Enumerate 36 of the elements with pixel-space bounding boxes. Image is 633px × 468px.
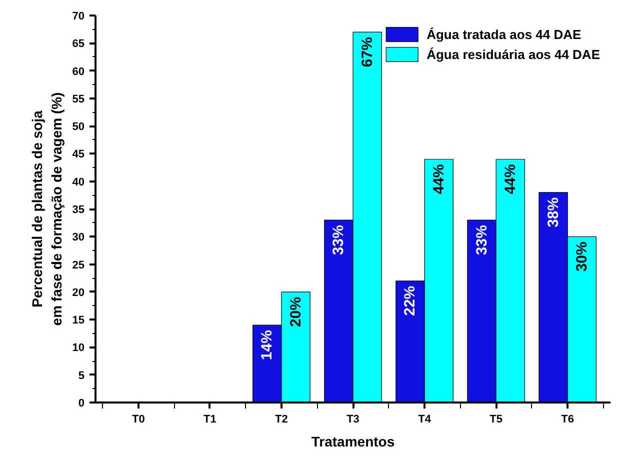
data-label: 33%	[473, 225, 490, 256]
data-label: 22%	[402, 286, 419, 316]
y-tick-label: 5	[78, 370, 85, 382]
data-label: 67%	[358, 37, 376, 68]
x-tick-label: T4	[418, 414, 432, 426]
x-axis-title: Tratamentos	[311, 434, 395, 450]
y-tick-label: 60	[72, 66, 85, 78]
data-label: 44%	[502, 164, 519, 194]
y-tick-label: 70	[72, 10, 85, 22]
y-tick-label: 40	[72, 176, 85, 188]
data-label: 44%	[430, 164, 448, 194]
y-tick-label: 45	[72, 148, 85, 161]
x-tick-label: T6	[561, 414, 574, 426]
y-tick-label: 50	[72, 121, 85, 134]
data-label: 14%	[258, 330, 276, 360]
legend-label: Água tratada aos 44 DAE	[426, 26, 582, 42]
x-tick-label: T3	[346, 414, 360, 426]
y-tick-label: 65	[72, 38, 85, 50]
legend-label: Água residuária aos 44 DAE	[426, 46, 600, 62]
data-label: 20%	[287, 296, 304, 327]
y-tick-label: 0	[78, 398, 85, 410]
y-tick-label: 20	[72, 286, 85, 299]
y-axis-title: Percentual de plantas de soja em fase de formação de vagem (%)	[29, 92, 64, 326]
y-tick-label: 10	[72, 342, 85, 354]
y-tick-label: 55	[72, 93, 85, 106]
y-tick-label: 15	[72, 314, 85, 327]
y-tick-label: 35	[72, 204, 85, 216]
y-tick-label: 25	[72, 259, 85, 272]
data-label: 38%	[544, 197, 562, 228]
x-tick-label: T2	[275, 414, 288, 426]
x-tick-label: T1	[204, 414, 216, 426]
data-label: 30%	[573, 242, 590, 272]
x-tick-label: T0	[132, 414, 145, 426]
x-tick-label: T5	[490, 414, 502, 426]
data-label: 33%	[330, 225, 348, 256]
y-tick-label: 30	[72, 232, 85, 244]
